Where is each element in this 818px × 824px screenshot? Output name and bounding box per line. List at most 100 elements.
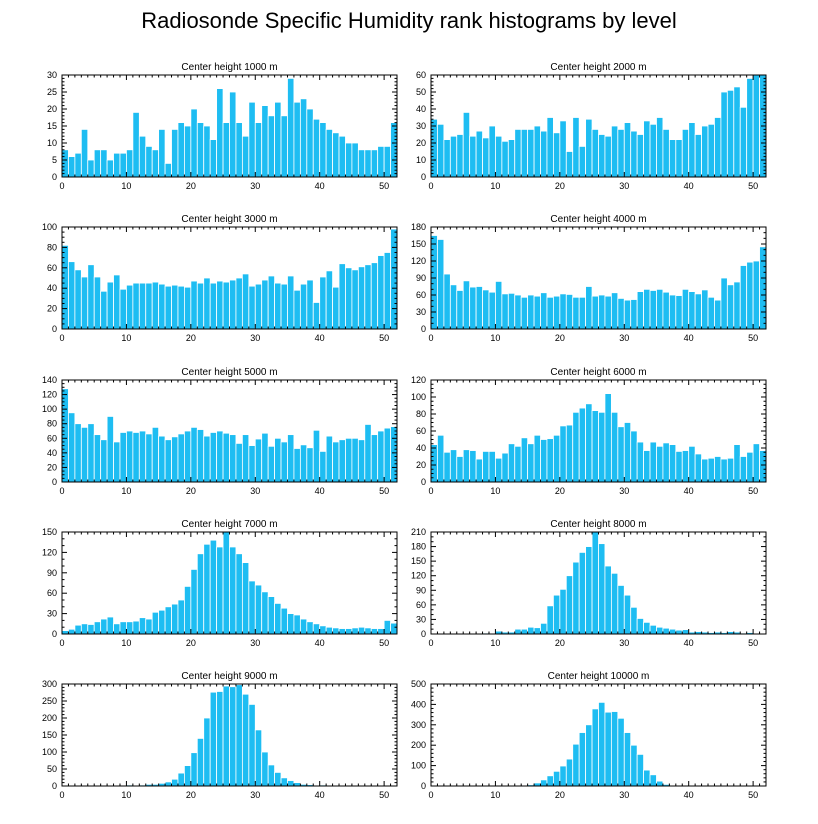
x-tick-label: 20	[186, 181, 196, 191]
bar	[106, 616, 114, 635]
bar	[482, 137, 490, 178]
bar	[126, 430, 134, 483]
y-tick-label: 120	[42, 547, 57, 557]
bar	[604, 565, 612, 635]
bar	[164, 162, 172, 178]
y-tick-label: 120	[411, 375, 426, 385]
bar	[113, 152, 121, 178]
y-tick-label: 120	[411, 571, 426, 581]
bar	[100, 149, 108, 178]
bar	[462, 280, 471, 330]
bar	[151, 611, 160, 635]
bar	[203, 125, 211, 178]
bar	[119, 288, 127, 330]
bar	[649, 123, 657, 178]
bar	[293, 101, 301, 178]
panel-title: Center height 2000 m	[550, 62, 646, 73]
panel-title: Center height 8000 m	[550, 519, 646, 530]
bar	[370, 434, 379, 483]
bar	[132, 282, 140, 330]
bar	[578, 552, 587, 635]
y-tick-label: 10	[416, 155, 426, 165]
x-tick-label: 30	[250, 638, 260, 648]
bar	[209, 539, 218, 635]
bar	[488, 291, 496, 330]
bar	[617, 426, 625, 483]
bar	[475, 130, 483, 178]
bar	[222, 122, 230, 178]
x-tick-label: 0	[428, 333, 433, 343]
y-tick-label: 80	[47, 419, 57, 429]
bar	[345, 437, 353, 483]
bar	[332, 132, 340, 178]
bar	[578, 296, 587, 330]
y-tick-label: 0	[52, 477, 57, 487]
bar	[357, 626, 366, 635]
bar	[145, 282, 153, 330]
bar	[726, 284, 735, 330]
bar	[681, 629, 690, 635]
bar	[229, 434, 237, 483]
y-tick-label: 50	[47, 764, 57, 774]
bar	[656, 288, 664, 330]
bar	[449, 135, 458, 178]
panel-title: Center height 4000 m	[550, 214, 646, 225]
bar	[351, 269, 359, 330]
bar	[196, 282, 205, 330]
bar	[656, 445, 664, 483]
y-tick-label: 150	[42, 527, 57, 537]
bar	[280, 115, 288, 178]
bar	[501, 293, 509, 330]
bar	[190, 280, 198, 330]
bar	[726, 89, 735, 178]
chart-panel-6: Center height 7000 m 0 10 20 30 40 50 0 30 60 90 12…	[42, 519, 398, 648]
bar	[604, 711, 612, 787]
x-tick-label: 20	[555, 486, 565, 496]
x-tick-label: 40	[315, 638, 325, 648]
x-tick-label: 20	[555, 638, 565, 648]
bar	[546, 605, 554, 635]
x-tick-label: 40	[684, 181, 694, 191]
bar	[482, 289, 490, 330]
y-tick-label: 180	[411, 222, 426, 232]
bar	[565, 424, 574, 483]
bar	[209, 691, 218, 787]
bar	[183, 765, 192, 787]
y-tick-label: 100	[42, 404, 57, 414]
x-tick-label: 50	[748, 790, 758, 800]
bar	[565, 151, 574, 178]
y-tick-label: 0	[421, 629, 426, 639]
bar	[229, 546, 237, 635]
bar	[572, 411, 580, 483]
bar	[177, 285, 185, 330]
bar	[254, 122, 263, 178]
bar	[312, 429, 321, 483]
bar	[145, 618, 153, 635]
bar	[145, 145, 153, 178]
panel-title: Center height 3000 m	[181, 214, 277, 225]
bar	[675, 450, 683, 483]
y-tick-label: 210	[411, 527, 426, 537]
x-tick-label: 50	[748, 486, 758, 496]
bar	[93, 149, 102, 178]
bar	[177, 433, 185, 483]
bar	[649, 624, 657, 635]
bar	[216, 280, 224, 330]
bar	[158, 128, 166, 178]
bar	[183, 430, 192, 483]
bar	[720, 458, 728, 483]
bar	[649, 290, 657, 330]
bar	[319, 276, 327, 330]
bar	[527, 443, 535, 483]
x-tick-label: 40	[684, 486, 694, 496]
x-tick-label: 20	[555, 790, 565, 800]
bar	[746, 261, 754, 330]
bar	[229, 91, 237, 178]
y-tick-label: 60	[47, 263, 57, 273]
bar	[565, 575, 574, 635]
bar	[739, 456, 748, 483]
chart-panel-2: Center height 3000 m 0 10 20 30 40 50 0 20 40 60 80…	[42, 214, 398, 343]
bar	[604, 135, 612, 178]
bar	[241, 135, 250, 178]
bar	[623, 594, 632, 635]
